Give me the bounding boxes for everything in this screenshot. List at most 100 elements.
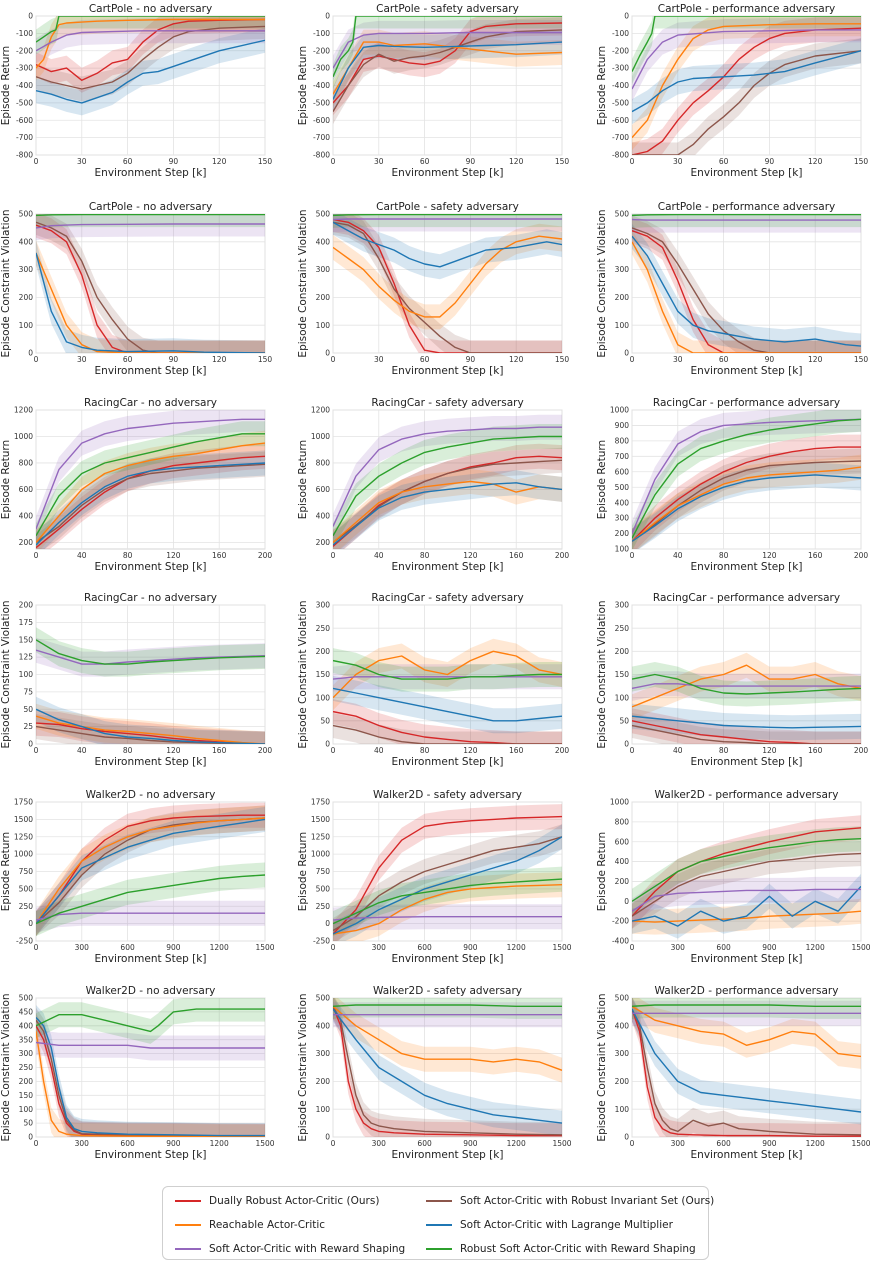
- series-band-sac_rs: [632, 17, 861, 102]
- y-tick-label: 400: [19, 512, 34, 521]
- series-line-sac_lag: [333, 41, 562, 100]
- plot-area: [332, 409, 563, 550]
- y-tick-label: -100: [612, 29, 629, 38]
- y-axis-label: Episode Return: [297, 832, 309, 911]
- series-line-rac: [632, 910, 861, 923]
- series-band-rsac_rs: [632, 214, 861, 228]
- x-tick-label: 120: [762, 551, 777, 560]
- x-axis-label: Environment Step [k]: [691, 953, 803, 965]
- series-line-rac: [632, 664, 861, 708]
- legend-label: Soft Actor-Critic with Lagrange Multipli…: [460, 1219, 673, 1231]
- series-line-rsac_rs: [632, 418, 861, 539]
- x-tick-label: 120: [463, 746, 478, 755]
- series-band-drac: [632, 708, 861, 744]
- y-tick-label: 0: [325, 919, 330, 928]
- series-group: [36, 998, 265, 1137]
- series-line-sac_rs: [632, 29, 861, 90]
- series-line-sac_ris: [632, 852, 861, 917]
- y-tick-label: 450: [19, 1008, 34, 1017]
- series-group: [632, 16, 861, 155]
- series-line-drac: [632, 720, 861, 744]
- x-tick-label: 900: [463, 1139, 478, 1148]
- y-tick-label: 100: [316, 1105, 331, 1114]
- y-tick-label: 700: [615, 452, 630, 461]
- y-tick-label: 500: [316, 994, 331, 1003]
- y-tick-label: 0: [325, 12, 330, 21]
- x-tick-label: 0: [630, 746, 635, 755]
- x-tick-label: 1500: [851, 1139, 870, 1148]
- x-tick-label: 120: [762, 746, 777, 755]
- y-tick-label: -250: [16, 937, 33, 946]
- x-axis-label: Environment Step [k]: [392, 365, 504, 377]
- series-band-sac_ris: [36, 805, 265, 937]
- y-tick-label: -600: [612, 116, 629, 125]
- series-band-rac: [36, 805, 265, 937]
- x-tick-label: 0: [630, 355, 635, 364]
- series-band-rsac_rs: [333, 214, 562, 228]
- y-tick-label: 250: [19, 902, 34, 911]
- x-axis-label: Environment Step [k]: [392, 1149, 504, 1161]
- chart-panel: 0 300 600 900 1200 1500 0 50 100 150 200 250 300 350 4…: [0, 985, 275, 1161]
- chart-panel: 0 300 600 900 1200 1500-250025050075010001250…: [0, 789, 275, 965]
- x-axis-label: Environment Step [k]: [95, 167, 207, 179]
- chart-title: RacingCar - performance adversary: [653, 592, 840, 604]
- y-tick-label: 0: [325, 740, 330, 749]
- y-tick-label: 1250: [311, 832, 330, 841]
- x-tick-label: 90: [169, 355, 179, 364]
- y-tick-label: 400: [316, 237, 331, 246]
- series-line-sac_rs: [36, 30, 265, 52]
- x-tick-label: 60: [719, 157, 729, 166]
- y-tick-label: 800: [615, 817, 630, 826]
- series-line-sac_rs: [36, 1041, 265, 1049]
- series-band-sac_ris: [632, 841, 861, 929]
- chart-panel: 0 30 60 90 120 150 -800 -700 -600 -500 -400 -300 -20…: [0, 3, 272, 179]
- y-tick-label: 750: [19, 867, 34, 876]
- y-tick-label: 500: [615, 210, 630, 219]
- series-group: [36, 410, 265, 549]
- y-tick-label: 1250: [14, 832, 33, 841]
- series-line-rsac_rs: [36, 1008, 265, 1033]
- legend-swatch: [426, 1248, 452, 1250]
- series-line-rsac_rs: [632, 1004, 861, 1007]
- series-band-sac_ris: [36, 214, 265, 353]
- series-line-sac_ris: [632, 227, 861, 353]
- series-line-sac_lag: [632, 474, 861, 542]
- x-tick-label: 600: [716, 943, 731, 952]
- x-axis-label: Environment Step [k]: [95, 561, 207, 573]
- y-tick-label: 400: [615, 857, 630, 866]
- series-line-sac_ris: [333, 1005, 562, 1136]
- y-tick-label: -200: [16, 46, 33, 55]
- y-tick-label: 600: [615, 467, 630, 476]
- x-tick-label: 200: [258, 551, 273, 560]
- y-tick-label: 200: [316, 1077, 331, 1086]
- chart-title: RacingCar - safety adversary: [371, 592, 523, 604]
- series-line-drac: [36, 224, 265, 353]
- series-band-sac_rs: [333, 664, 562, 692]
- series-band-sac_rs: [36, 1030, 265, 1061]
- x-tick-label: 0: [331, 746, 336, 755]
- series-line-drac: [333, 815, 562, 935]
- y-tick-label: 1000: [311, 850, 330, 859]
- series-line-sac_lag: [632, 715, 861, 729]
- x-tick-label: 160: [808, 551, 823, 560]
- series-line-drac: [333, 1006, 562, 1137]
- y-tick-label: 0: [624, 897, 629, 906]
- series-line-sac_rs: [632, 888, 861, 912]
- y-tick-label: -200: [612, 917, 629, 926]
- y-axis-label: Episode Return: [0, 440, 12, 519]
- y-tick-label: 500: [316, 884, 331, 893]
- x-tick-label: 600: [716, 1139, 731, 1148]
- x-tick-label: 30: [374, 157, 384, 166]
- y-tick-label: 0: [624, 12, 629, 21]
- x-tick-label: 30: [673, 355, 683, 364]
- x-tick-label: 40: [77, 551, 87, 560]
- y-tick-label: 0: [28, 349, 33, 358]
- legend-swatch: [175, 1224, 201, 1226]
- x-tick-label: 0: [331, 551, 336, 560]
- series-group: [333, 16, 562, 125]
- chart-panel: 0 30 60 90 120 150 0 100 200 300 400 500 CartPole - …: [596, 201, 868, 377]
- legend: Dually Robust Actor-Critic (Ours) Soft Ac…: [162, 1186, 714, 1260]
- y-tick-label: 0: [624, 349, 629, 358]
- series-band-rac: [333, 469, 562, 549]
- x-tick-label: 120: [808, 355, 823, 364]
